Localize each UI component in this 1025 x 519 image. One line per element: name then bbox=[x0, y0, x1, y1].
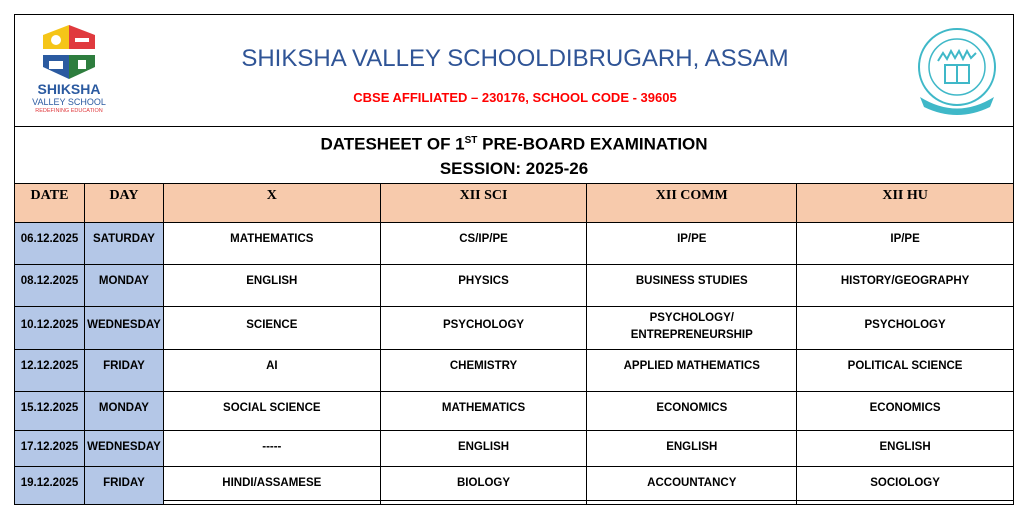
school-name: SHIKSHA VALLEY SCHOOLDIBRUGARH, ASSAM bbox=[241, 45, 789, 72]
day-cell: FRIDAY bbox=[83, 466, 164, 505]
column-header: XII HU bbox=[796, 183, 1014, 223]
table-row: 06.12.2025 SATURDAY MATHEMATICS CS/IP/PE IP/… bbox=[14, 222, 1014, 265]
date-cell: 17.12.2025 bbox=[14, 430, 85, 467]
date-cell: 15.12.2025 bbox=[14, 391, 85, 431]
title-text-rest: PRE-BOARD EXAMINATION bbox=[477, 134, 708, 154]
logo-tagline: REDEFINING EDUCATION bbox=[35, 108, 103, 114]
day-cell: WEDNESDAY bbox=[83, 430, 164, 467]
class-x-cell: MATHEMATICS bbox=[162, 222, 381, 265]
header: SHIKSHA VALLEY SCHOOL REDEFINING EDUCATI… bbox=[15, 15, 1013, 127]
xii-sci-cell: MATHEMATICS bbox=[379, 391, 588, 431]
class-x-cell: HINDI/ASSAMESE bbox=[162, 466, 381, 505]
xii-sci-cell: PHYSICS bbox=[379, 264, 588, 307]
xii-comm-cell: BUSINESS STUDIES bbox=[586, 264, 798, 307]
table-header-row: DATE DAY X XII SCI XII COMM XII HU bbox=[14, 183, 1014, 223]
table-row: 17.12.2025 WEDNESDAY ----- ENGLISH ENGLISH EN… bbox=[14, 430, 1014, 467]
xii-sci-cell: ENGLISH bbox=[379, 430, 588, 467]
logo-name: SHIKSHA bbox=[37, 81, 101, 97]
xii-hu-cell: SOCIOLOGY bbox=[796, 466, 1014, 505]
class-x-cell: ENGLISH bbox=[162, 264, 381, 307]
column-header: DATE bbox=[14, 183, 85, 223]
school-logo-emblem bbox=[43, 25, 95, 79]
title-text: DATESHEET OF 1 bbox=[320, 134, 465, 154]
xii-sci-cell: BIOLOGY bbox=[379, 466, 588, 505]
xii-sci-cell: CHEMISTRY bbox=[379, 349, 588, 392]
school-logo: SHIKSHA VALLEY SCHOOL REDEFINING EDUCATI… bbox=[23, 23, 115, 119]
class-x-cell: SCIENCE bbox=[162, 306, 381, 350]
xii-comm-cell: ENGLISH bbox=[586, 430, 798, 467]
column-header: XII COMM bbox=[586, 183, 798, 223]
date-cell: 08.12.2025 bbox=[14, 264, 85, 307]
title-sup: ST bbox=[464, 135, 478, 146]
datesheet-table: DATE DAY X XII SCI XII COMM XII HU 06.12.2025… bbox=[14, 183, 1014, 505]
exam-title: DATESHEET OF 1ST PRE-BOARD EXAMINATION S… bbox=[15, 126, 1013, 184]
table-row: 08.12.2025 MONDAY ENGLISH PHYSICS BUSINESS S… bbox=[14, 264, 1014, 307]
xii-hu-cell: IP/PE bbox=[796, 222, 1014, 265]
day-cell: MONDAY bbox=[83, 391, 164, 431]
class-x-cell: ----- bbox=[162, 430, 381, 467]
date-cell: 12.12.2025 bbox=[14, 349, 85, 392]
xii-comm-cell: ACCOUNTANCY bbox=[586, 466, 798, 505]
table-row: 10.12.2025 WEDNESDAY SCIENCE PSYCHOLOGY PSYC… bbox=[14, 306, 1014, 350]
date-cell: 19.12.2025 bbox=[14, 466, 85, 505]
xii-hu-cell: POLITICAL SCIENCE bbox=[796, 349, 1014, 392]
xii-hu-cell: PSYCHOLOGY bbox=[796, 306, 1014, 350]
logo-sub: VALLEY SCHOOL bbox=[32, 97, 106, 107]
xii-comm-cell: APPLIED MATHEMATICS bbox=[586, 349, 798, 392]
column-header: XII SCI bbox=[379, 183, 588, 223]
table-row: 12.12.2025 FRIDAY AI CHEMISTRY APPLIED MATHE… bbox=[14, 349, 1014, 392]
class-x-cell: SOCIAL SCIENCE bbox=[162, 391, 381, 431]
session: SESSION: 2025-26 bbox=[439, 158, 589, 178]
datesheet: SHIKSHA VALLEY SCHOOL REDEFINING EDUCATI… bbox=[14, 14, 1014, 505]
xii-hu-cell: ECONOMICS bbox=[796, 391, 1014, 431]
day-cell: WEDNESDAY bbox=[83, 306, 164, 350]
xii-comm-cell: IP/PE bbox=[586, 222, 798, 265]
day-cell: MONDAY bbox=[83, 264, 164, 307]
affiliation: CBSE AFFILIATED – 230176, SCHOOL CODE - … bbox=[353, 90, 677, 105]
table-row: 19.12.2025 FRIDAY HINDI/ASSAMESE BIOLOGY ACC… bbox=[14, 466, 1014, 505]
xii-sci-cell: PSYCHOLOGY bbox=[379, 306, 588, 350]
day-cell: SATURDAY bbox=[83, 222, 164, 265]
day-cell: FRIDAY bbox=[83, 349, 164, 392]
title-line1: DATESHEET OF 1ST PRE-BOARD EXAMINATION bbox=[15, 129, 1013, 157]
xii-sci-cell: CS/IP/PE bbox=[379, 222, 588, 265]
date-cell: 06.12.2025 bbox=[14, 222, 85, 265]
cbse-logo bbox=[918, 28, 996, 115]
column-header: X bbox=[162, 183, 381, 223]
date-cell: 10.12.2025 bbox=[14, 306, 85, 350]
class-x-cell: AI bbox=[162, 349, 381, 392]
xii-hu-cell: ENGLISH bbox=[796, 430, 1014, 467]
xii-hu-cell: HISTORY/GEOGRAPHY bbox=[796, 264, 1014, 307]
table-row: 15.12.2025 MONDAY SOCIAL SCIENCE MATHEMATIC… bbox=[14, 391, 1014, 431]
xii-comm-cell: PSYCHOLOGY/ ENTREPRENEURSHIP bbox=[586, 306, 798, 350]
xii-comm-cell: ECONOMICS bbox=[586, 391, 798, 431]
column-header: DAY bbox=[83, 183, 164, 223]
